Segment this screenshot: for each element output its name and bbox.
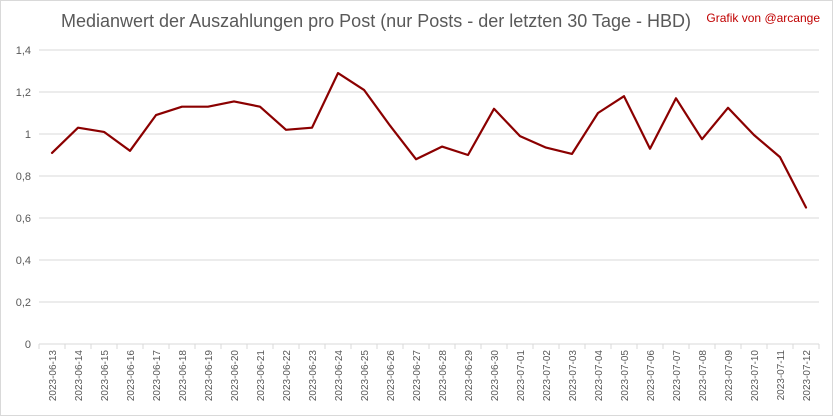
x-tick-label: 2023-06-16 — [126, 350, 137, 402]
x-tick-label: 2023-06-21 — [256, 350, 267, 402]
data-point — [337, 72, 340, 75]
y-tick-label: 0,2 — [16, 297, 31, 309]
data-point — [701, 138, 704, 141]
x-tick-label: 2023-07-04 — [594, 350, 605, 402]
data-point — [805, 206, 808, 209]
data-point — [623, 95, 626, 98]
data-point — [597, 112, 600, 115]
data-point — [77, 126, 80, 129]
data-point — [493, 107, 496, 110]
chart-credit: Grafik von @arcange — [706, 11, 820, 25]
data-point — [545, 146, 548, 149]
x-tick-label: 2023-06-14 — [74, 350, 85, 402]
data-point — [519, 135, 522, 138]
x-tick-label: 2023-06-26 — [386, 350, 397, 402]
data-point — [311, 126, 314, 129]
data-point — [649, 147, 652, 150]
x-tick-label: 2023-06-19 — [204, 350, 215, 402]
data-point — [441, 145, 444, 148]
data-point — [155, 114, 158, 117]
data-point — [675, 97, 678, 100]
x-tick-label: 2023-07-09 — [724, 350, 735, 402]
y-tick-label: 1 — [25, 129, 31, 141]
x-tick-label: 2023-06-27 — [412, 350, 423, 402]
x-tick-label: 2023-07-06 — [646, 350, 657, 402]
data-point — [233, 100, 236, 103]
y-tick-label: 0 — [25, 339, 31, 351]
data-point — [389, 124, 392, 127]
x-tick-label: 2023-06-20 — [230, 350, 241, 402]
y-tick-label: 1,4 — [16, 45, 31, 57]
data-point — [415, 158, 418, 161]
x-tick-label: 2023-06-28 — [438, 350, 449, 402]
x-tick-label: 2023-07-11 — [776, 350, 787, 401]
data-point — [285, 128, 288, 131]
x-tick-label: 2023-07-05 — [620, 350, 631, 402]
x-tick-label: 2023-06-29 — [464, 350, 475, 402]
x-tick-label: 2023-06-25 — [360, 350, 371, 402]
data-point — [129, 149, 132, 152]
y-tick-label: 0,8 — [16, 171, 31, 183]
x-tick-label: 2023-07-08 — [698, 350, 709, 402]
x-tick-label: 2023-06-18 — [178, 350, 189, 402]
y-tick-label: 0,6 — [16, 213, 31, 225]
y-tick-label: 1,2 — [16, 87, 31, 99]
chart-title: Medianwert der Auszahlungen pro Post (nu… — [61, 11, 691, 31]
data-point — [467, 154, 470, 157]
data-point — [779, 156, 782, 159]
x-tick-label: 2023-06-30 — [490, 350, 501, 402]
x-tick-label: 2023-07-02 — [542, 350, 553, 402]
x-tick-label: 2023-07-01 — [516, 350, 527, 402]
x-tick-label: 2023-07-07 — [672, 350, 683, 402]
y-tick-label: 0,4 — [16, 255, 31, 267]
x-tick-label: 2023-07-03 — [568, 350, 579, 402]
series-line — [50, 71, 808, 209]
data-point — [207, 105, 210, 108]
data-point — [181, 105, 184, 108]
data-point — [259, 105, 262, 108]
data-point — [571, 152, 574, 155]
x-tick-label: 2023-07-10 — [750, 350, 761, 402]
data-point — [51, 151, 54, 154]
data-point — [103, 130, 106, 133]
data-point — [727, 106, 730, 109]
x-tick-label: 2023-06-22 — [282, 350, 293, 402]
x-tick-label: 2023-06-24 — [334, 350, 345, 402]
x-tick-label: 2023-06-13 — [48, 350, 59, 402]
x-tick-label: 2023-06-23 — [308, 350, 319, 402]
data-point — [753, 134, 756, 137]
data-point — [363, 88, 366, 91]
x-tick-label: 2023-06-17 — [152, 350, 163, 402]
x-tick-label: 2023-07-12 — [802, 350, 813, 402]
x-tick-label: 2023-06-15 — [100, 350, 111, 402]
